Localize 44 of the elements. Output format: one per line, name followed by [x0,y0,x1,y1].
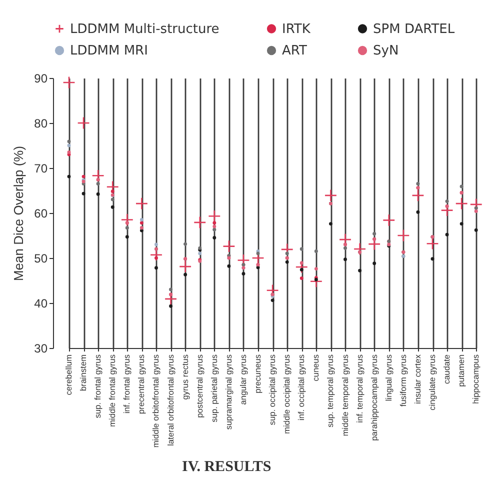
x-tick-label: sup. parietal gyrus [208,354,219,422]
x-tick-label: parahippocampal gyrus [368,354,379,441]
y-axis-title: Mean Dice Overlap (%) [11,146,26,282]
x-tick-label: caudate [442,354,452,384]
y-tick-label: 50 [34,252,48,266]
legend-label: SPM DARTEL [373,22,456,37]
y-tick-label: 70 [34,162,48,176]
legend-label: LDDMM Multi-structure [70,22,220,37]
x-tick-label: middle orbitofrontal gyrus [150,354,161,448]
x-tick-label: sup. frontal gyrus [92,354,103,418]
x-tick-label: precentral gyrus [136,354,146,414]
x-tick-label: middle occipital gyrus [282,354,292,434]
legend-label: SyN [373,44,399,58]
y-tick-label: 40 [34,296,48,310]
x-tick-label: middle frontal gyrus [107,354,118,427]
x-tick-label: precuneus [252,354,263,394]
x-tick-label: postcentral gyrus [194,354,204,418]
x-tick-label: sup. temporal gyrus [325,354,336,428]
x-tick-label: lingual gyrus [383,354,394,402]
x-tick-label: brainstem [78,354,88,391]
x-tick-label: inf. occipital gyrus [296,354,306,420]
x-tick-label: angular gyrus [238,354,248,405]
text: IV. RESULTS [182,459,272,475]
x-tick-label: inf. frontal gyrus [122,354,132,414]
legend-label: ART [282,44,307,58]
x-tick-label: supramarginal gyrus [223,354,234,430]
x-tick-label: middle temporal gyrus [340,354,350,436]
x-tick-label: cerebellum [64,354,74,396]
legend-label: LDDMM MRI [70,44,148,58]
legend-label: IRTK [282,22,311,37]
x-tick-label: insular cortex [412,354,422,404]
x-tick-label: putamen [456,354,466,387]
x-tick-label: fusiform gyrus [398,354,408,407]
y-tick-label: 80 [34,116,48,130]
x-tick-label: cuneus [310,354,321,382]
x-tick-label: cingulate gyrus [427,354,437,410]
x-tick-label: inf. temporal gyrus [354,354,364,423]
y-tick-label: 90 [34,72,48,86]
y-tick-label: 30 [34,342,48,356]
x-tick-label: gyrus rectus [180,354,190,400]
x-tick-label: lateral orbitofrontal gyrus [165,354,176,446]
y-tick-label: 60 [34,206,48,220]
x-tick-label: sup. occipital gyrus [267,354,278,426]
x-tick-label: hippocampus [470,354,481,404]
